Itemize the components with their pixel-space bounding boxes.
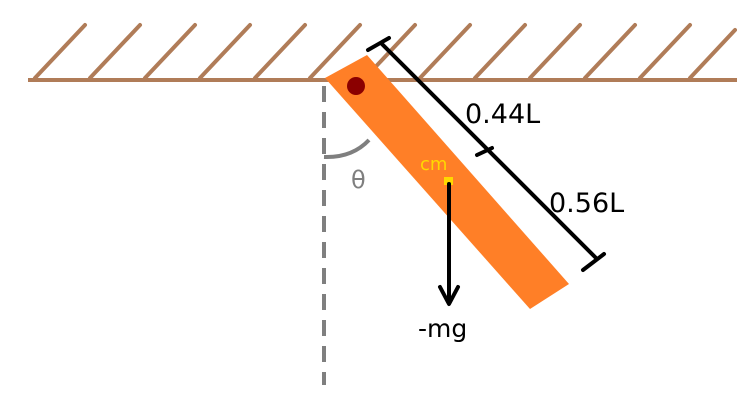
- center-of-mass-label: cm: [420, 154, 447, 175]
- center-of-mass-marker: [444, 177, 453, 185]
- hatch-line: [583, 23, 637, 80]
- hatch-line: [88, 23, 142, 80]
- hatch-line: [198, 23, 252, 80]
- dimension-end-tick-top: [366, 36, 391, 52]
- angle-arc: [323, 138, 371, 160]
- angle-label: θ: [351, 166, 366, 194]
- hatch-line: [688, 28, 737, 80]
- hatch-line: [33, 23, 87, 80]
- pivot-point: [347, 77, 365, 95]
- hatch-line: [253, 23, 307, 80]
- dimension-line: [366, 36, 606, 272]
- upper-length-label: 0.44L: [465, 99, 540, 130]
- dimension-mid-tick: [475, 146, 494, 157]
- hatch-line: [638, 23, 692, 80]
- dimension-end-tick-bottom: [581, 252, 606, 272]
- hatch-line: [308, 23, 362, 80]
- hatch-line: [143, 23, 197, 80]
- gravity-force-label: -mg: [418, 314, 467, 343]
- lower-length-label: 0.56L: [549, 188, 624, 219]
- hatch-line: [473, 23, 527, 80]
- hatch-line: [418, 23, 472, 80]
- gravity-force-arrow: [438, 182, 460, 306]
- hatch-line: [528, 23, 582, 80]
- ceiling-hatching: [33, 23, 737, 80]
- force-arrow-head: [438, 285, 460, 306]
